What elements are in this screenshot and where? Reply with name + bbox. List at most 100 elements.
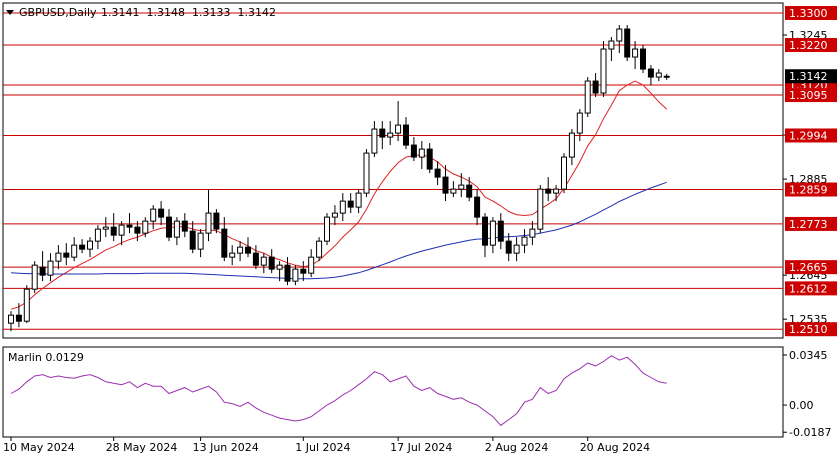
candle-30 [245,237,251,258]
level-label-text: 1.2665 [789,261,828,274]
candle-52 [418,141,425,170]
indicator-frame [2,346,784,438]
candle-body [521,236,528,246]
level-label-text: 1.3300 [789,7,828,20]
candle-body [158,208,165,218]
candle-28 [229,245,236,266]
candle-15 [126,213,133,234]
moving-average-fast [10,80,668,310]
candle-32 [260,253,267,274]
candle-51 [410,137,417,162]
candle-7 [63,243,70,266]
candle-35 [284,257,291,286]
candle-31 [252,245,259,270]
candle-1 [15,303,22,328]
level-label-box [785,260,837,275]
time-tick-label: 20 Aug 2024 [580,441,650,454]
ma-slow-line [10,181,667,280]
time-tick-label: 1 Jul 2024 [295,441,350,454]
candle-body [292,268,299,282]
candle-42 [339,193,346,222]
candle-body [102,226,109,230]
current-price-text: 1.3142 [789,70,828,83]
oscillator-line [10,355,667,427]
candle-body [545,188,552,194]
candle-body [79,244,86,250]
candle-24 [197,229,204,258]
candle-body [331,212,338,218]
candle-body [537,188,544,230]
candle-body [497,220,504,242]
candle-46 [371,121,378,158]
candle-body [87,240,93,250]
time-tick-label: 10 May 2024 [3,441,75,454]
candle-body [324,216,330,242]
candle-2 [23,285,30,324]
candle-body [458,184,465,190]
candle-body [276,264,283,270]
current-price-box [785,69,837,84]
candle-body [592,80,599,94]
candle-body [308,256,315,274]
level-label-text: 1.2859 [789,184,828,197]
level-label-box [785,182,837,197]
indicator-tick-label: -0.0187 [789,426,831,439]
level-label-text: 1.2612 [789,282,828,295]
time-tick-label: 13 Jun 2024 [193,441,259,454]
candle-67 [537,185,544,234]
candle-body [450,188,457,194]
candle-77 [616,25,623,54]
candle-54 [434,161,441,186]
level-label-4: 1.2994 [785,128,837,143]
candle-75 [600,41,607,98]
candle-body [489,220,496,246]
level-label-box [785,322,837,337]
level-label-5: 1.2859 [785,182,837,197]
level-label-box [785,88,837,103]
candle-body [466,184,473,198]
candle-body [260,256,267,266]
candle-body [118,224,125,236]
candle-body [205,212,212,234]
candle-body [584,80,591,114]
candle-body [505,240,512,254]
candle-78 [624,25,631,62]
candle-body [355,192,362,208]
candle-37 [300,261,307,282]
candle-63 [505,233,512,262]
level-label-text: 1.2773 [789,218,828,231]
candle-body [434,168,441,178]
candle-55 [442,165,449,202]
candle-body [553,188,560,194]
candle-21 [173,217,180,246]
level-label-box [785,128,837,143]
candle-45 [363,149,370,198]
candle-82 [655,69,662,82]
candle-body [379,128,386,138]
candle-57 [458,173,465,198]
candle-29 [237,241,244,262]
candle-body [600,48,607,94]
chart-menu-triangle-icon[interactable] [6,10,14,15]
candle-body [55,252,62,262]
candle-27 [221,217,228,262]
candle-body [252,252,259,266]
candle-50 [403,117,409,150]
candle-body [229,252,236,258]
candle-26 [213,209,220,234]
candle-body [624,28,631,58]
candle-body [213,212,220,230]
candle-body [31,264,38,290]
candle-59 [474,189,481,226]
candle-79 [632,41,639,70]
level-label-6: 1.2773 [785,216,837,231]
candle-body [418,148,425,158]
indicator-tick-label: 0.0345 [789,349,828,362]
candle-70 [561,153,567,194]
indicator-tick-label: 0.00 [789,399,814,412]
candle-body [640,48,646,70]
candle-43 [347,193,354,214]
indicator-axis: 0.0345 0.00 -0.0187 [783,349,831,439]
